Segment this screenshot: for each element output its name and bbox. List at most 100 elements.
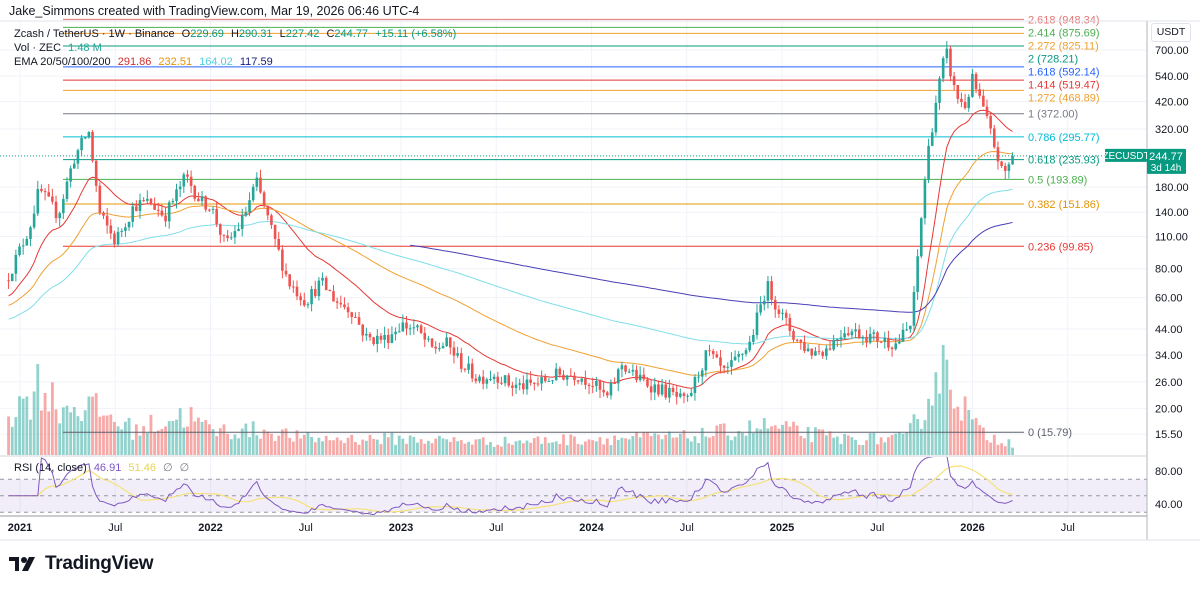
volume-bar — [806, 426, 810, 455]
candle — [609, 379, 613, 400]
candle-body — [854, 329, 857, 332]
candle-body — [737, 353, 741, 357]
volume-bar — [277, 435, 281, 455]
candle-body — [109, 225, 113, 234]
volume-bar — [142, 426, 146, 455]
candle — [215, 201, 218, 228]
volume-bar — [762, 418, 766, 455]
candle — [441, 342, 445, 349]
volume-bar — [58, 423, 62, 455]
volume-bar — [638, 437, 642, 455]
volume-bar — [821, 429, 825, 455]
candle — [697, 371, 700, 383]
time-axis-tick: Jul — [1061, 522, 1075, 534]
volume-bar — [65, 405, 69, 455]
candle — [120, 228, 124, 238]
high-value: H290.31 — [231, 28, 273, 40]
volume-bar — [255, 435, 259, 455]
volume-bar — [441, 438, 445, 455]
volume-bar — [25, 396, 29, 455]
symbol-name[interactable]: Zcash / TetherUS · 1W · Binance — [14, 28, 175, 40]
bar-countdown: 3d 14h — [1151, 163, 1182, 174]
candle-body — [379, 335, 383, 340]
time-axis-tick: 2026 — [960, 522, 984, 534]
candle — [898, 333, 901, 345]
volume-bar — [700, 427, 704, 455]
candle — [109, 219, 113, 240]
volume-bar — [912, 414, 916, 455]
volume-bars — [7, 345, 1014, 455]
volume-label[interactable]: Vol · ZEC — [14, 42, 62, 54]
volume-bar — [810, 442, 814, 455]
candle — [113, 230, 116, 248]
time-axis-tick: 2025 — [770, 522, 794, 534]
candle — [328, 289, 332, 292]
candle — [102, 211, 105, 220]
candle-body — [912, 291, 916, 326]
volume-bar — [105, 415, 109, 455]
volume-bar — [131, 439, 135, 455]
volume-bar — [678, 433, 682, 455]
volume-bar — [970, 419, 974, 455]
candle-body — [328, 289, 332, 292]
candle-body — [952, 76, 956, 86]
candle-body — [62, 198, 65, 214]
candle — [649, 380, 653, 401]
candle-body — [83, 137, 87, 139]
candle-body — [974, 73, 978, 90]
candle-body — [876, 332, 879, 342]
volume-bar — [178, 408, 182, 455]
candle — [324, 275, 328, 291]
volume-bar — [375, 439, 379, 455]
candle — [934, 95, 938, 136]
candle — [127, 221, 131, 231]
ema-label[interactable]: EMA 20/50/100/200 — [14, 56, 111, 68]
candle — [467, 356, 470, 374]
volume-bar — [72, 407, 76, 455]
candle — [405, 315, 408, 336]
volume-bar — [594, 441, 598, 455]
volume-bar — [470, 444, 474, 455]
volume-bar — [14, 417, 18, 455]
volume-bar — [525, 440, 529, 455]
candle — [642, 367, 646, 382]
volume-bar — [47, 411, 51, 455]
volume-bar — [164, 426, 167, 455]
candle-body — [226, 235, 229, 239]
ema-lines — [8, 109, 1013, 389]
fibonacci-levels[interactable]: 2.618 (948.34)2.414 (875.69)2.272 (825.1… — [63, 14, 1100, 439]
rsi-label[interactable]: RSI (14, close) — [14, 462, 87, 474]
volume-bar — [248, 437, 251, 455]
candle-body — [51, 196, 54, 202]
candle-body — [266, 205, 270, 216]
volume-bar — [273, 441, 277, 455]
candle — [872, 329, 876, 341]
candle — [580, 378, 584, 385]
candle-body — [711, 350, 715, 355]
candle — [949, 45, 952, 82]
candle-body — [127, 221, 131, 228]
volume-bar — [540, 443, 543, 455]
open-number: 229.69 — [190, 28, 224, 40]
volume-bar — [189, 407, 193, 455]
volume-bar — [536, 436, 540, 455]
candle — [930, 128, 934, 147]
volume-bar — [704, 436, 708, 455]
currency-label[interactable]: USDT — [1151, 23, 1191, 42]
volume-bar — [719, 423, 722, 455]
candle — [584, 370, 587, 390]
candle — [29, 225, 32, 247]
candle-body — [215, 208, 218, 225]
volume-bar — [726, 435, 730, 455]
rsi-value: 46.91 — [93, 462, 122, 474]
volume-bar — [908, 423, 912, 455]
ema-legend: EMA 20/50/100/200 291.86 232.51 164.02 1… — [14, 56, 277, 68]
candle — [726, 362, 730, 374]
candle-body — [949, 48, 952, 77]
candle-body — [748, 341, 751, 351]
candle-body — [394, 331, 397, 335]
candle-body — [569, 375, 573, 377]
candle — [452, 341, 456, 364]
candle-body — [270, 215, 273, 225]
